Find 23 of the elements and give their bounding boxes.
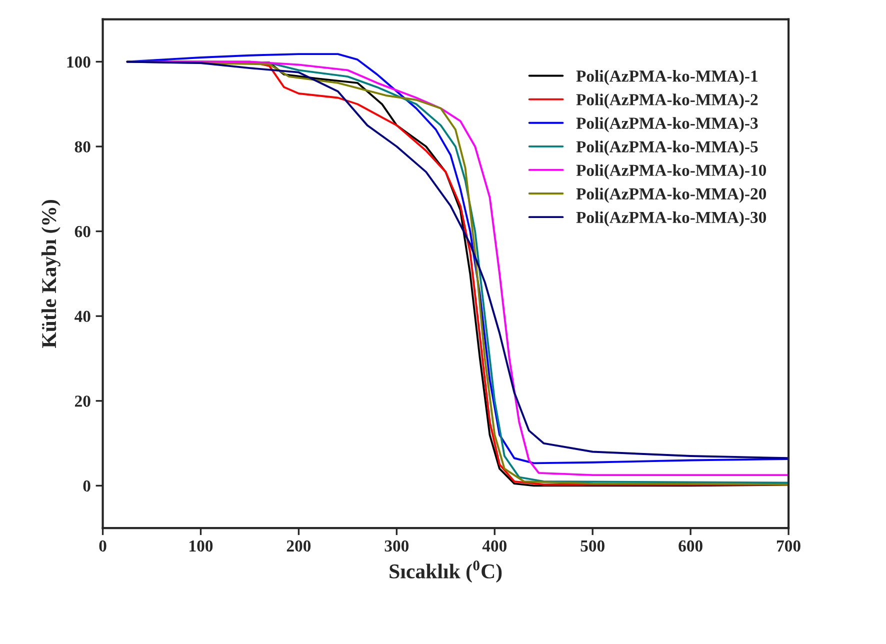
legend-label: Poli(AzPMA-ko-MMA)-2 — [576, 94, 758, 109]
x-tick-label: 300 — [384, 540, 409, 552]
legend-label: Poli(AzPMA-ko-MMA)-1 — [576, 70, 758, 86]
x-tick-label: 700 — [776, 540, 800, 552]
legend-label: Poli(AzPMA-ko-MMA)-10 — [576, 164, 766, 180]
y-tick-label: 60 — [74, 226, 90, 238]
x-tick-label: 200 — [286, 540, 311, 552]
x-tick-label: 400 — [482, 540, 507, 552]
legend-label: Poli(AzPMA-ko-MMA)-3 — [576, 117, 758, 132]
x-tick-label: 0 — [99, 540, 106, 552]
legend-label: Poli(AzPMA-ko-MMA)-30 — [576, 211, 766, 226]
y-tick-label: 100 — [67, 56, 90, 68]
legend-label: Poli(AzPMA-ko-MMA)-5 — [576, 140, 758, 156]
y-tick-label: 80 — [74, 141, 90, 152]
y-tick-label: 0 — [83, 480, 90, 492]
legend-label: Poli(AzPMA-ko-MMA)-20 — [576, 188, 766, 203]
y-axis-title: Kütle Kaybı (%) — [41, 200, 60, 348]
x-axis-title: Sıcaklık ($^{0}$C) — [390, 560, 502, 583]
y-tick-label: 20 — [75, 396, 90, 407]
x-tick-label: 600 — [678, 540, 702, 552]
x-tick-label: 100 — [190, 540, 213, 552]
x-tick-label: 500 — [580, 540, 604, 552]
y-tick-label: 40 — [74, 310, 90, 322]
